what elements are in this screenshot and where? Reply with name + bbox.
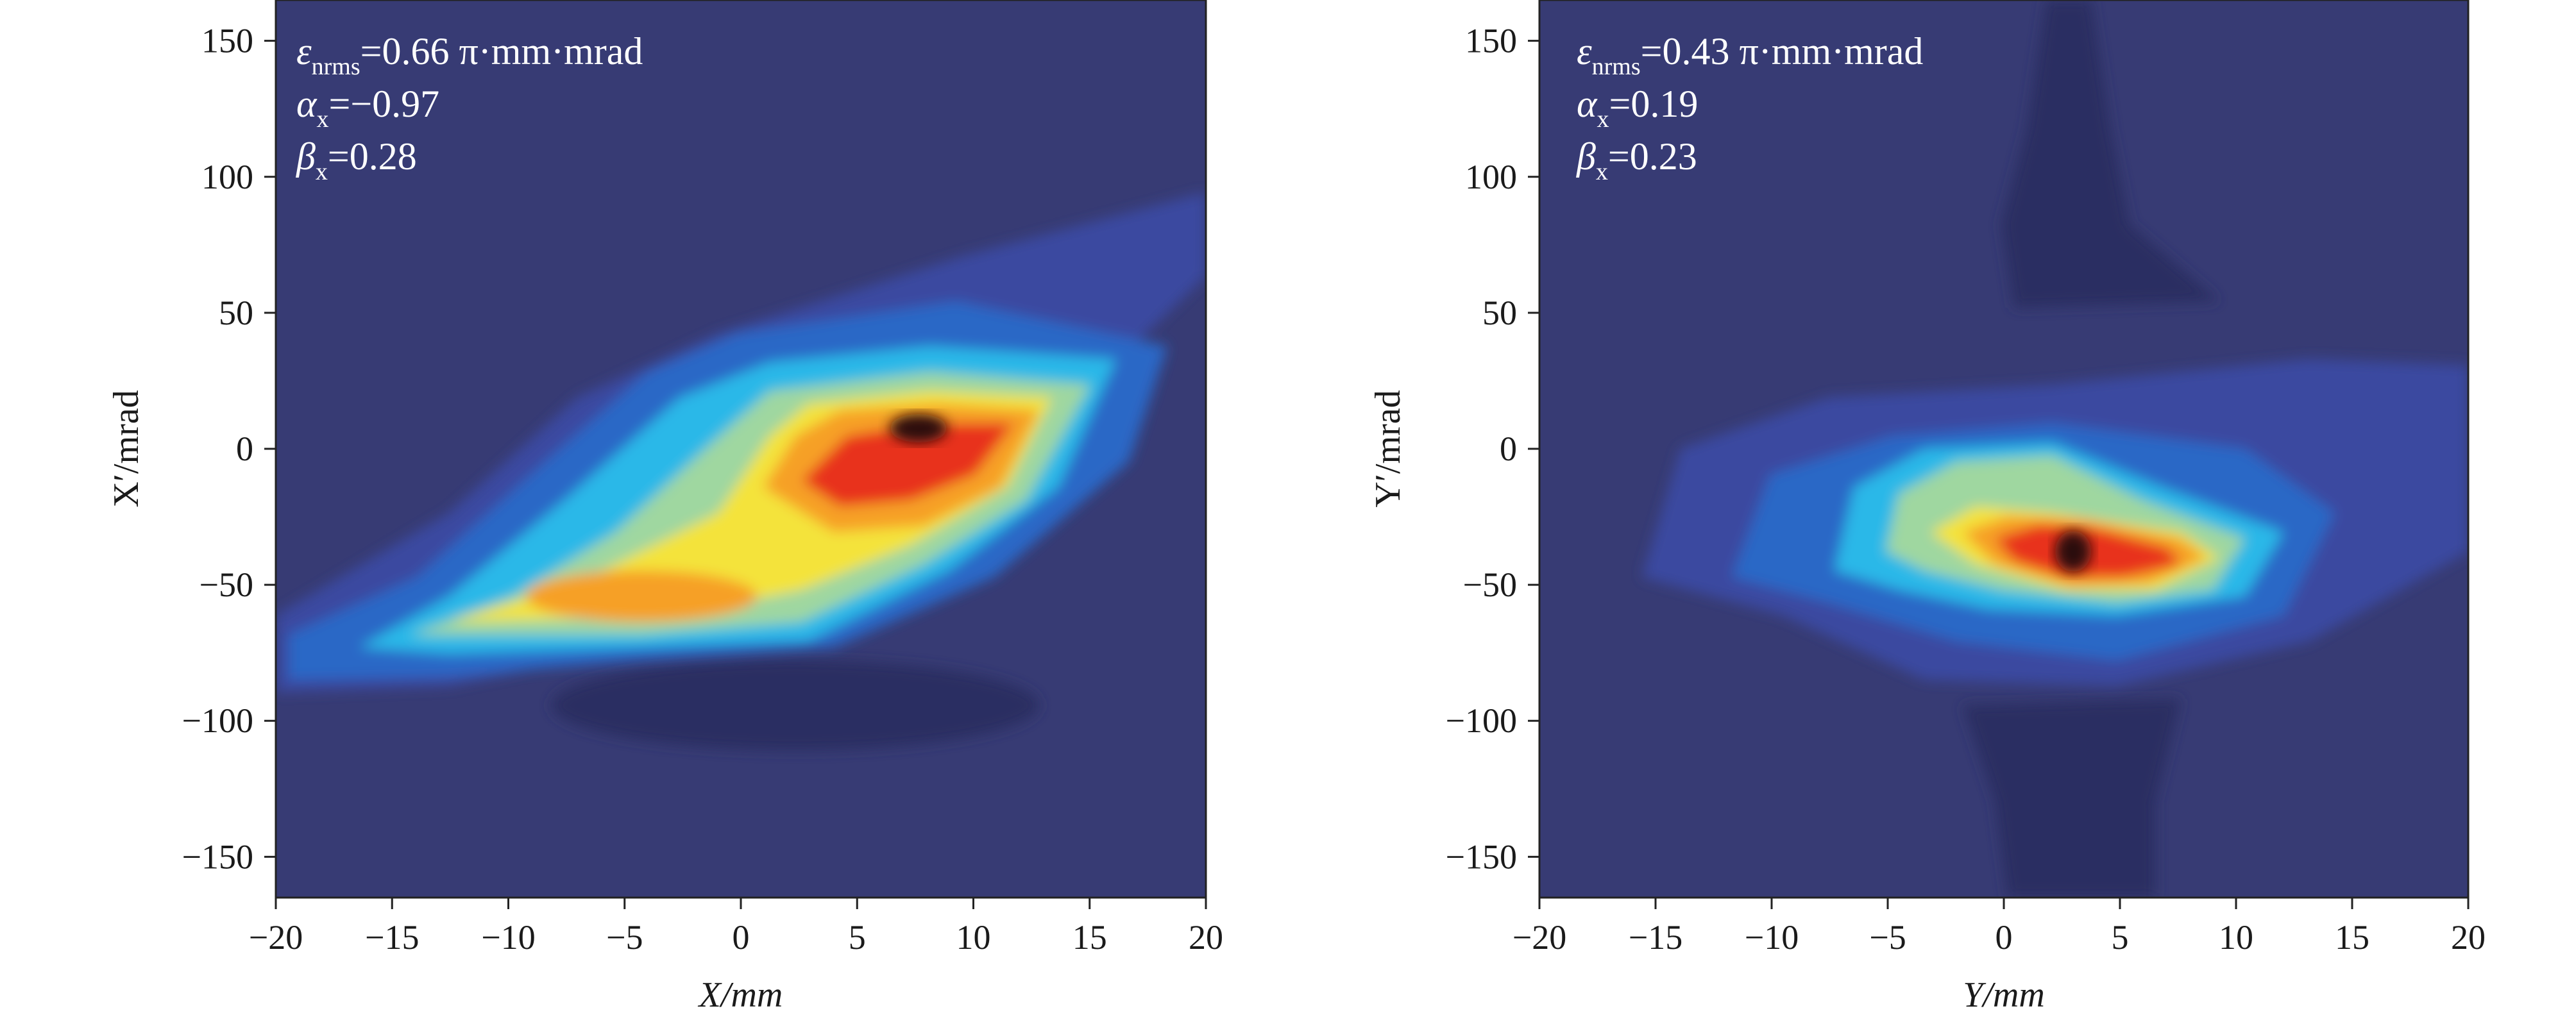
left-annotations: εnrms=0.66 π·mm·mrad αx=−0.97 βx=0.28 (296, 30, 643, 185)
left-y-tick-label: 0 (236, 430, 253, 468)
left-y-tick-label: 100 (201, 158, 253, 196)
left-contour-red (802, 423, 1013, 506)
left-alpha-label: αx=−0.97 (296, 83, 439, 133)
right-y-tick-label: 150 (1465, 22, 1517, 60)
left-x-tick-label: −10 (481, 918, 535, 957)
right-x-tick-label: −10 (1745, 918, 1799, 957)
left-x-axis-label: X/mm (698, 975, 783, 1013)
right-x-axis-label: Y/mm (1963, 975, 2045, 1013)
right-x-ticks: −20 −15 −10 −5 0 5 10 15 20 (1513, 898, 2486, 957)
left-x-ticks: −20 −15 −10 −5 0 5 10 15 20 (249, 898, 1223, 957)
right-y-tick-label: −150 (1446, 837, 1517, 876)
right-y-tick-label: −100 (1446, 701, 1517, 740)
right-x-tick-label: 15 (2335, 918, 2369, 957)
right-y-tick-label: 100 (1465, 158, 1517, 196)
left-x-tick-label: 0 (733, 918, 750, 957)
left-y-tick-label: 50 (219, 294, 253, 332)
left-y-tick-label: 150 (201, 22, 253, 60)
right-peak (2055, 531, 2091, 572)
right-y-tick-label: −50 (1463, 565, 1517, 604)
right-y-axis-label: Y′/mrad (1368, 390, 1408, 507)
left-x-tick-label: −5 (606, 918, 643, 957)
left-y-tick-label: −150 (182, 837, 253, 876)
right-beta-label: βx=0.23 (1576, 135, 1697, 185)
right-alpha-label: αx=0.19 (1577, 83, 1698, 133)
left-x-tick-label: 5 (849, 918, 866, 957)
left-panel: −20 −15 −10 −5 0 5 10 15 20 −150−100−50050100150… (106, 0, 1223, 1013)
left-x-tick-label: −15 (365, 918, 419, 957)
right-y-tick-label: 50 (1482, 294, 1517, 332)
left-shadow-region (552, 660, 1039, 750)
right-x-tick-label: −15 (1629, 918, 1682, 957)
right-panel: −20 −15 −10 −5 0 5 10 15 20 −150−100−50050100150… (1368, 0, 2486, 1013)
left-y-axis-label: X′/mrad (106, 390, 146, 507)
left-y-tick-label: −50 (199, 565, 253, 604)
left-x-tick-label: 15 (1072, 918, 1107, 957)
left-lower-lobe (526, 571, 757, 622)
right-x-tick-label: 0 (1996, 918, 2013, 957)
right-annotations: εnrms=0.43 π·mm·mrad αx=0.19 βx=0.23 (1576, 30, 1923, 185)
left-y-ticks: −150 −100 −50 0 50 100 150 (182, 22, 276, 876)
left-x-tick-label: −20 (249, 918, 303, 957)
right-y-ticks: −150 −100 −50 0 50 100 150 (1446, 22, 1539, 876)
left-x-tick-label: 10 (956, 918, 991, 957)
left-density-map (276, 192, 1206, 750)
right-emittance-label: εnrms=0.43 π·mm·mrad (1577, 30, 1923, 80)
right-x-tick-label: 5 (2112, 918, 2129, 957)
right-dark-streak-upper (2001, 0, 2219, 308)
right-x-tick-label: −5 (1869, 918, 1906, 957)
left-y-tick-label: −100 (182, 701, 253, 740)
left-beta-label: βx=0.28 (296, 135, 417, 185)
right-y-tick-label: 0 (1500, 430, 1517, 468)
right-x-tick-label: −20 (1513, 918, 1566, 957)
right-x-tick-label: 20 (2451, 918, 2486, 957)
left-peak (890, 414, 947, 442)
left-emittance-label: εnrms=0.66 π·mm·mrad (296, 30, 643, 80)
right-dark-streak-lower (1963, 699, 2181, 898)
right-x-tick-label: 10 (2219, 918, 2253, 957)
right-density-map (1642, 0, 2468, 898)
left-x-tick-label: 20 (1189, 918, 1223, 957)
